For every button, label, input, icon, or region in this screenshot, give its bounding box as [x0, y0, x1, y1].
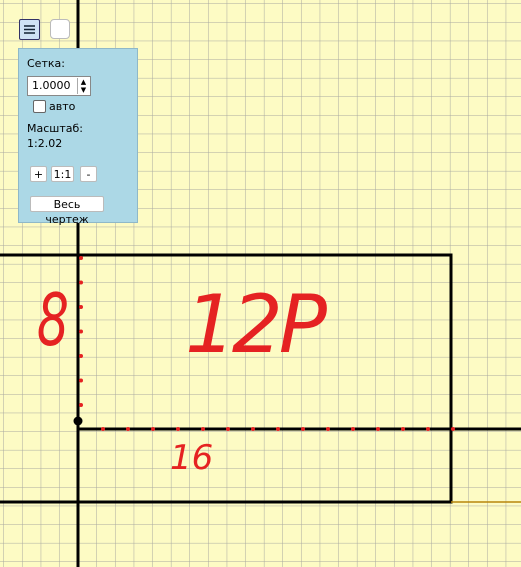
dot — [79, 305, 83, 309]
zoom-in[interactable]: + — [30, 166, 47, 182]
dot — [401, 427, 405, 431]
dots — [79, 256, 455, 431]
dot — [326, 427, 330, 431]
dot — [151, 427, 155, 431]
dot — [176, 427, 180, 431]
dot — [79, 378, 83, 383]
dot — [201, 427, 205, 431]
blank-button[interactable] — [50, 19, 70, 39]
dot — [376, 427, 380, 431]
dot — [451, 427, 455, 431]
fit-button[interactable]: Весь чертеж — [30, 196, 104, 226]
dot — [251, 427, 255, 431]
grid-value: 1.0000 — [32, 79, 71, 92]
zoom-out[interactable]: - — [80, 166, 97, 182]
dot — [126, 427, 130, 431]
dot — [79, 280, 83, 285]
origin — [73, 416, 83, 426]
rectangle — [0, 253, 453, 504]
dot — [79, 354, 83, 358]
scale-value: 1:2.02 — [27, 137, 63, 150]
auto-checkbox[interactable] — [33, 100, 46, 113]
dot — [226, 427, 230, 431]
dot — [79, 256, 83, 260]
zoom-reset[interactable]: 1:1 — [51, 166, 74, 182]
dot — [79, 403, 83, 407]
menu-button[interactable] — [19, 19, 40, 40]
dot — [426, 427, 430, 431]
auto-label: авто — [49, 100, 76, 113]
label-annotation: 12P — [185, 278, 327, 371]
settings-panel: Сетка: 1.0000 ▲ ▼ авто Масштаб: 1:2.02 + … — [18, 48, 138, 226]
height-annotation: 8 — [36, 278, 69, 362]
grid-label: Сетка: — [27, 57, 65, 70]
grid-input[interactable]: 1.0000 ▲ ▼ — [27, 76, 91, 96]
scale-label: Масштаб: — [27, 122, 83, 135]
dot — [79, 329, 83, 334]
dot — [101, 427, 105, 431]
dot — [351, 427, 355, 431]
width-annotation: 16 — [170, 438, 214, 478]
dot — [301, 427, 305, 431]
dot — [276, 427, 280, 431]
